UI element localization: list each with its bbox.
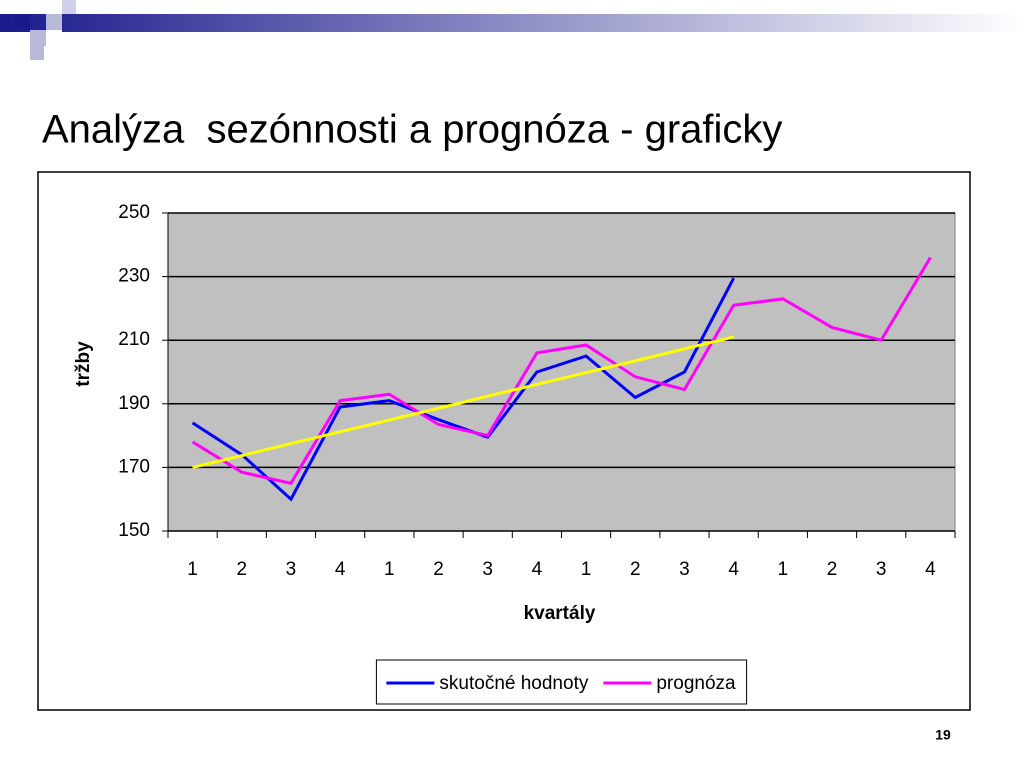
plot-area [167, 212, 956, 532]
deco-square [30, 46, 44, 60]
slide-title: Analýza sezónnosti a prognóza - graficky [42, 108, 782, 152]
x-tick-label: 3 [482, 559, 493, 580]
series-line [192, 335, 735, 469]
x-tick-label: 3 [876, 559, 887, 580]
x-tick-label: 3 [679, 559, 690, 580]
legend-label: prognóza [656, 673, 736, 694]
series-line [191, 277, 735, 502]
page-number: 19 [935, 727, 951, 743]
x-tick-label: 1 [187, 559, 198, 580]
y-tick-label: 170 [118, 456, 150, 477]
deco-square [30, 30, 46, 46]
y-tick-label: 250 [118, 202, 150, 223]
header-bar [0, 14, 1024, 32]
x-tick-label: 2 [433, 559, 444, 580]
series-line [191, 256, 932, 486]
x-tick-label: 1 [581, 559, 592, 580]
legend-label: skutočné hodnoty [439, 673, 588, 694]
x-tick-label: 3 [286, 559, 297, 580]
x-tick-label: 4 [728, 559, 739, 580]
chart: 150 170 190 210 230 250 1 2 3 4 1 2 3 4 1 2 3 4 1 2 3 4 kvartá… [73, 202, 956, 705]
y-tick-label: 210 [118, 329, 150, 350]
deco-square [14, 14, 30, 30]
x-tick-label: 4 [335, 559, 346, 580]
x-tick-label: 1 [778, 559, 789, 580]
deco-square [46, 30, 62, 46]
x-tick-label: 2 [236, 559, 247, 580]
y-axis-label: tržby [73, 341, 94, 387]
y-tick-label: 190 [118, 393, 150, 414]
x-tick-label: 1 [384, 559, 395, 580]
deco-square [62, 0, 76, 14]
legend-box [375, 659, 748, 705]
x-tick-label: 2 [630, 559, 641, 580]
deco-square [46, 14, 62, 30]
y-tick-label: 150 [118, 520, 150, 541]
y-tick-label: 230 [118, 266, 150, 287]
x-tick-label: 4 [925, 559, 936, 580]
x-tick-label: 2 [827, 559, 838, 580]
x-tick-label: 4 [532, 559, 543, 580]
x-axis-label: kvartály [524, 603, 596, 624]
legend: skutočné hodnoty prognóza [375, 659, 748, 705]
